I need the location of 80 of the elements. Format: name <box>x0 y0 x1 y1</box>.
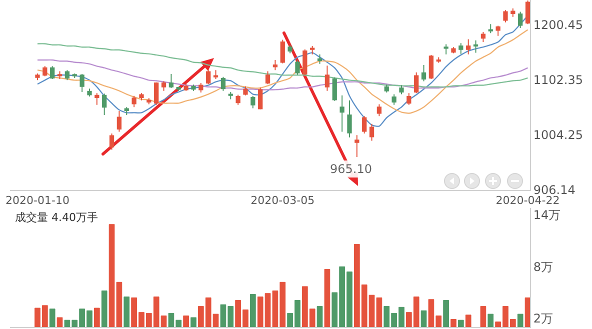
line-series <box>36 15 528 127</box>
candlestick <box>324 65 330 92</box>
y-tick-label: 1004.25 <box>533 128 584 142</box>
candlestick <box>444 44 448 55</box>
candlestick <box>139 92 144 101</box>
candlestick <box>362 116 367 134</box>
candlestick <box>213 70 218 80</box>
candlestick <box>57 70 62 80</box>
candlestick <box>87 88 92 97</box>
candlestick <box>458 42 464 54</box>
candlestick <box>94 92 100 106</box>
candlestick <box>518 11 523 29</box>
candlestick <box>421 64 426 82</box>
candlestick <box>392 94 396 106</box>
line-series <box>36 29 528 114</box>
candlestick <box>265 70 270 85</box>
candlestick <box>376 104 382 117</box>
candlestick <box>191 84 196 92</box>
candlestick <box>206 68 211 85</box>
candlestick <box>184 84 188 92</box>
candlestick <box>80 74 84 92</box>
candlestick <box>228 91 233 100</box>
candlestick <box>272 60 278 71</box>
candlestick <box>525 0 530 25</box>
candlestick <box>220 76 226 92</box>
candlestick <box>384 84 389 94</box>
candlestick <box>116 110 122 132</box>
x-tick-label: 2020-03-05 <box>250 194 315 208</box>
candlestick <box>347 100 352 138</box>
candlestick <box>168 74 174 89</box>
candlestick <box>288 44 292 54</box>
candlestick <box>64 70 70 81</box>
candlestick <box>42 66 48 77</box>
line-series <box>36 43 528 88</box>
candlestick <box>436 56 441 64</box>
candlestick <box>510 8 516 18</box>
candlestick <box>317 54 322 64</box>
candlestick <box>310 45 315 55</box>
candlestick <box>250 95 256 109</box>
candlestick <box>243 86 248 96</box>
candlestick <box>124 106 129 116</box>
candlestick <box>302 48 308 76</box>
y-tick-label: 2万 <box>533 312 554 326</box>
candlestick <box>258 86 263 110</box>
candlestick <box>488 24 493 34</box>
candlestick <box>340 94 344 132</box>
candlestick <box>406 92 412 106</box>
candlestick <box>109 132 114 150</box>
candlestick <box>332 76 337 102</box>
candlestick <box>480 31 486 43</box>
y-tick-label: 1102.35 <box>533 73 584 88</box>
candlestick <box>496 25 500 36</box>
x-tick-label: 2020-01-10 <box>6 194 70 208</box>
candlestick <box>102 93 107 116</box>
candlestick <box>35 72 40 81</box>
y-tick-label: 8万 <box>533 260 554 274</box>
candlestick <box>369 123 374 142</box>
candlestick <box>280 39 285 64</box>
candlestick <box>161 80 166 92</box>
candlestick <box>132 95 136 108</box>
candlestick <box>451 46 456 54</box>
candlestick <box>295 60 300 76</box>
candlestick <box>198 82 204 94</box>
candlestick <box>72 72 77 78</box>
candlestick <box>414 72 419 94</box>
candlestick <box>146 98 152 105</box>
candlestick <box>428 54 434 80</box>
candlestick <box>399 84 404 95</box>
y-tick-label: 14万 <box>533 208 561 222</box>
line-series <box>36 59 528 90</box>
annotation: 965.10 <box>330 162 372 176</box>
candlestick <box>50 66 55 80</box>
candlestick <box>236 94 240 106</box>
candlestick <box>466 38 471 55</box>
candlestick <box>154 82 159 106</box>
candlestick <box>473 40 478 54</box>
candlestick <box>503 10 508 23</box>
y-tick-label: 1200.45 <box>533 18 584 32</box>
candlestick <box>354 134 360 158</box>
annotation: 成交量 4.40万手 <box>15 211 98 224</box>
